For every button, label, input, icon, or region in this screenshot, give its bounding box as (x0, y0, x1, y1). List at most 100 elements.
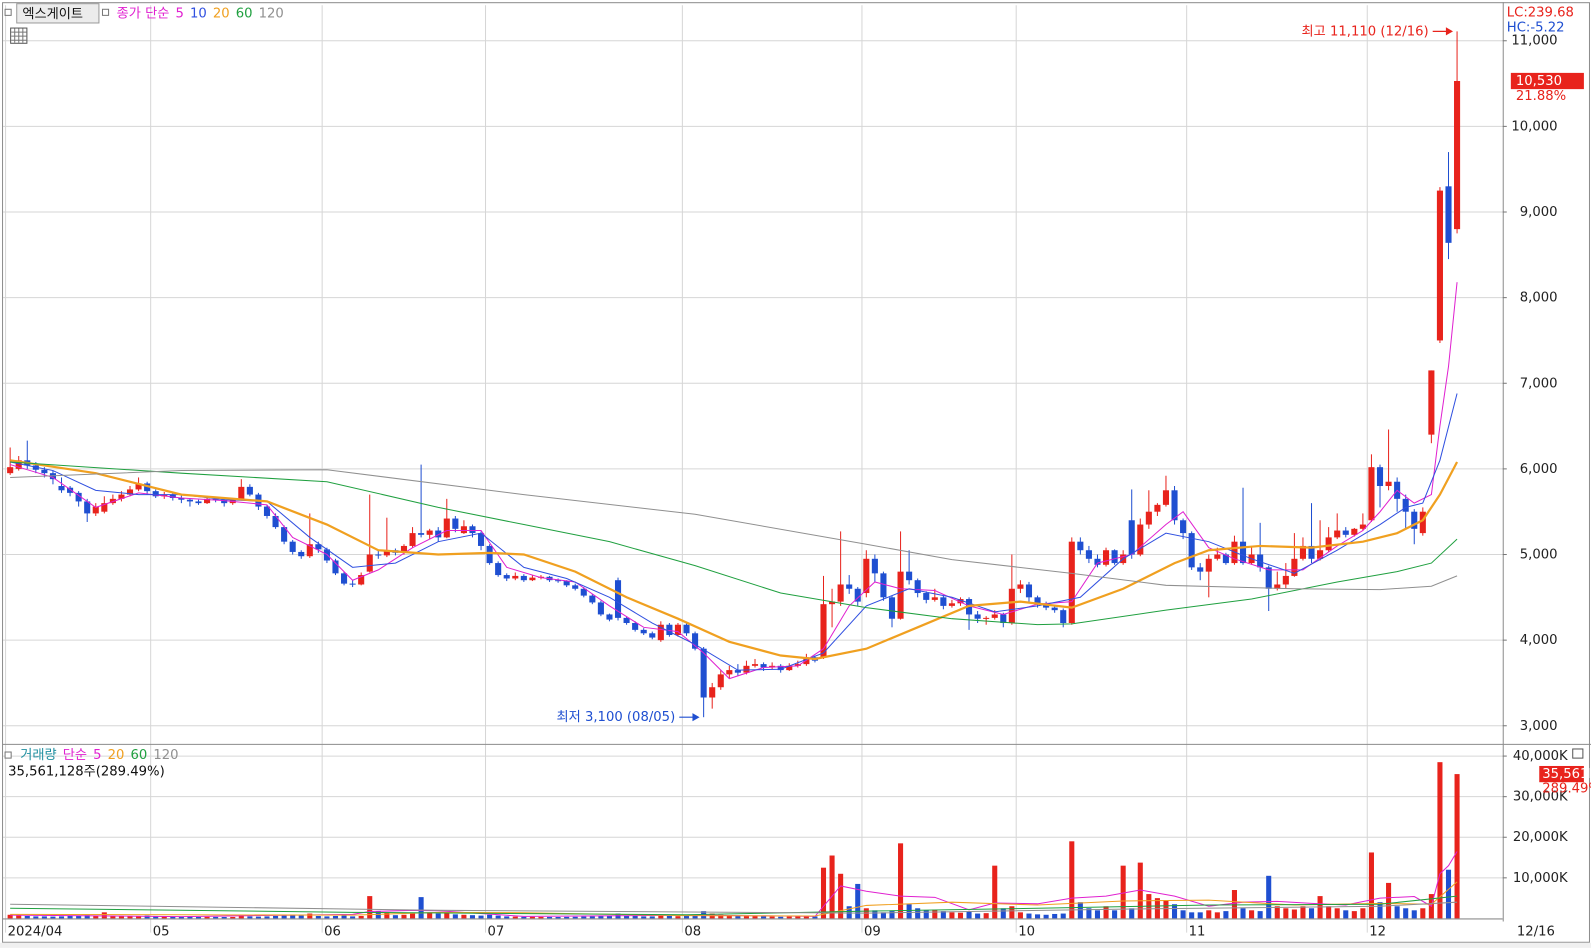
volume-bar (170, 916, 176, 919)
candle-body (452, 518, 459, 529)
volume-bar (16, 915, 22, 919)
volume-bar (1052, 913, 1058, 919)
annotation-arrowhead (692, 713, 700, 722)
volume-bar (1206, 910, 1212, 919)
candle-body (854, 588, 861, 602)
volume-bar (504, 916, 510, 919)
y-tick-label: 10,000K (1513, 871, 1568, 886)
calendar-lines (11, 28, 27, 43)
y-tick-label: 7,000 (1520, 376, 1558, 391)
x-tick-label: 05 (153, 925, 170, 940)
volume-bar (1060, 913, 1066, 919)
volume-bar (444, 912, 450, 919)
volume-bar (718, 914, 724, 919)
volume-bar (992, 865, 998, 919)
candle-body (477, 533, 485, 546)
moving-average-line (10, 282, 1458, 680)
candle-body (726, 670, 733, 675)
candle-body (1043, 604, 1050, 608)
candle-body (1308, 545, 1315, 559)
candle-body (161, 494, 168, 497)
volume-bar (178, 916, 184, 919)
volume-bar (1300, 906, 1306, 919)
candle-body (1214, 554, 1221, 559)
volume-bar (983, 913, 989, 919)
volume-bar (230, 916, 236, 919)
candle-body (418, 533, 425, 535)
volume-bar (1103, 906, 1109, 919)
volume-bar (221, 917, 227, 919)
legend-entry: 60 (130, 748, 147, 763)
candle-body (144, 483, 151, 492)
volume-bar (392, 915, 398, 919)
stock-name[interactable]: 엑스게이트 (22, 6, 83, 22)
volume-bar (1069, 841, 1075, 919)
candle-body (169, 494, 176, 498)
candle-body (563, 581, 570, 586)
volume-bar (1454, 774, 1460, 919)
change-label: 21.88% (1516, 89, 1566, 104)
candle-body (717, 674, 724, 688)
volume-bar (367, 896, 373, 919)
candle-body (1436, 190, 1443, 341)
volume-bar (1368, 852, 1374, 919)
candle-body (1000, 614, 1007, 624)
volume-bar (127, 916, 133, 919)
candle-body (443, 518, 450, 538)
indicator-label: LC:239.68 (1507, 5, 1574, 20)
candle-body (1351, 528, 1358, 535)
scrollbar-track[interactable] (0, 942, 1591, 948)
volume-bar (966, 911, 972, 919)
candle-body (1171, 490, 1178, 521)
stock-name-box[interactable] (16, 3, 100, 24)
candle-body (67, 487, 74, 493)
candle-body (751, 664, 759, 666)
volume-bar (213, 916, 219, 919)
legend-entry: 60 (236, 6, 253, 21)
volume-bar (324, 916, 330, 919)
volume-bar (195, 917, 202, 919)
candle-body (246, 486, 253, 495)
candle-body (281, 527, 288, 542)
volume-bar (1377, 902, 1383, 919)
candle-body (1299, 545, 1306, 559)
volume-bar (632, 915, 638, 919)
volume-bar (1086, 908, 1092, 919)
volume-bar (495, 915, 501, 919)
pane-collapse-button[interactable] (1572, 748, 1584, 759)
candle-body (1376, 467, 1384, 487)
x-tick-label: 12/16 (1517, 925, 1555, 940)
volume-bar (529, 916, 535, 919)
y-tick-label: 8,000 (1520, 291, 1558, 306)
volume-bar (435, 913, 441, 919)
indicator-icon[interactable] (101, 8, 110, 16)
candle-body (332, 560, 339, 574)
volume-pane-icon[interactable] (4, 751, 12, 759)
volume-bar (136, 915, 142, 919)
candle-body (880, 573, 887, 598)
candle-body (529, 577, 536, 581)
volume-bar (469, 915, 476, 919)
volume-bar (1308, 908, 1315, 919)
volume-bar (24, 915, 30, 919)
volume-bar (846, 906, 852, 919)
volume-bar (418, 897, 424, 919)
candle-body (272, 515, 279, 528)
candle-body (195, 501, 202, 504)
candle-body (1222, 554, 1229, 564)
x-tick-label: 10 (1018, 925, 1035, 940)
candle-body (263, 506, 271, 516)
candle-body (1368, 467, 1375, 521)
legend-label: 거래량 (20, 747, 56, 763)
volume-bar (564, 916, 570, 919)
candle-body (186, 499, 193, 502)
calendar-icon[interactable] (10, 27, 28, 44)
candle-body (597, 602, 604, 615)
pane-icon[interactable] (4, 8, 12, 16)
candle-body (1137, 524, 1144, 555)
candle-body (760, 664, 767, 668)
legend-label: 종가 단순 (117, 5, 170, 21)
volume-bar (1266, 875, 1272, 919)
